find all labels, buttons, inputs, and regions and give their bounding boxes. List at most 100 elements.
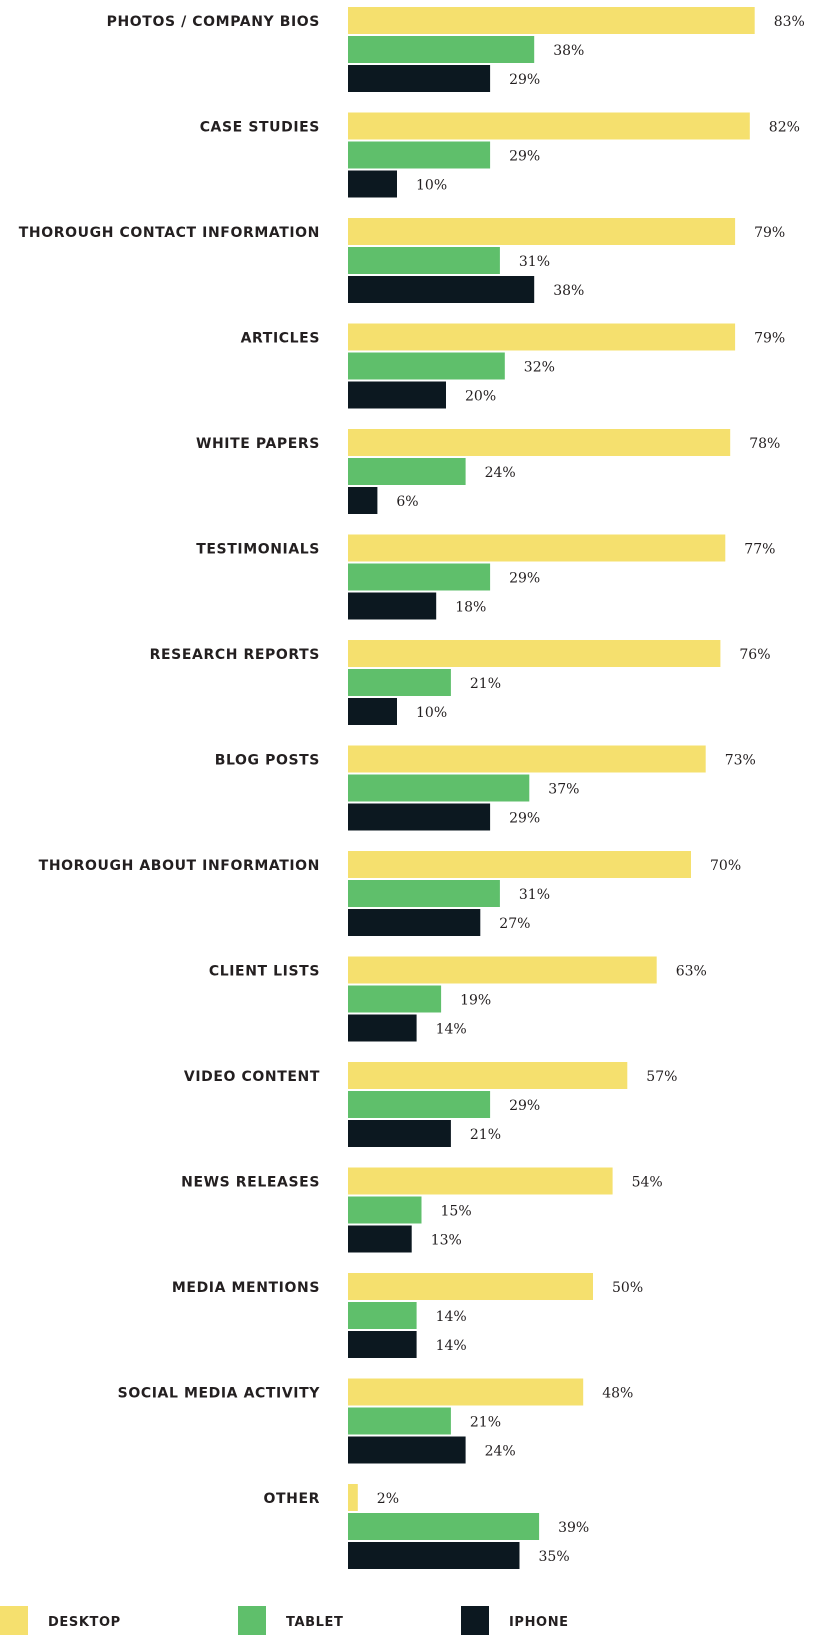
data-label-desktop: 73% — [725, 753, 756, 769]
bar-iphone — [348, 65, 491, 92]
category-label: MEDIA MENTIONS — [172, 1280, 320, 1296]
bar-iphone — [348, 381, 446, 409]
bar-tablet — [348, 985, 442, 1013]
bar-iphone — [348, 1120, 451, 1147]
data-label-iphone: 27% — [499, 916, 530, 932]
data-label-tablet: 29% — [509, 1098, 540, 1114]
data-label-iphone: 14% — [436, 1022, 467, 1038]
data-label-desktop: 82% — [769, 120, 800, 136]
data-label-tablet: 31% — [519, 254, 550, 270]
category-label: THOROUGH CONTACT INFORMATION — [19, 225, 320, 241]
bar-tablet — [348, 247, 500, 274]
category-label: TESTIMONIALS — [196, 542, 320, 558]
bar-group-white-papers: WHITE PAPERS 78% 24% 6% — [196, 429, 780, 514]
bar-group-articles: ARTICLES 79% 32% 20% — [241, 323, 785, 409]
data-label-desktop: 54% — [632, 1175, 663, 1191]
bar-desktop — [348, 1273, 593, 1300]
bar-iphone — [348, 1542, 520, 1569]
bar-iphone — [348, 1225, 412, 1253]
data-label-tablet: 38% — [553, 43, 584, 59]
bar-group-other: OTHER 2% 39% 35% — [263, 1484, 589, 1569]
bar-desktop — [348, 218, 736, 245]
bar-tablet — [348, 1091, 491, 1118]
category-label: NEWS RELEASES — [181, 1175, 320, 1191]
bar-iphone — [348, 1331, 417, 1358]
bar-iphone — [348, 803, 491, 831]
data-label-desktop: 50% — [612, 1280, 643, 1296]
bar-tablet — [348, 36, 535, 63]
data-label-desktop: 83% — [774, 14, 805, 30]
data-label-desktop: 79% — [754, 225, 785, 241]
data-label-desktop: 2% — [377, 1491, 399, 1507]
bar-group-thorough-contact-information: THOROUGH CONTACT INFORMATION 79% 31%38% — [19, 218, 785, 303]
data-label-desktop: 70% — [710, 858, 741, 874]
bar-desktop — [348, 640, 721, 667]
category-label: PHOTOS / COMPANY BIOS — [107, 14, 320, 30]
legend-swatch-iphone — [461, 1606, 489, 1635]
category-label: VIDEO CONTENT — [184, 1069, 320, 1085]
legend-label-iphone: IPHONE — [509, 1615, 569, 1630]
bar-tablet — [348, 669, 451, 696]
data-label-tablet: 31% — [519, 887, 550, 903]
bar-desktop — [348, 7, 755, 34]
data-label-desktop: 78% — [749, 436, 780, 452]
bar-group-case-studies: CASE STUDIES 82% 29% 10% — [200, 112, 800, 198]
data-label-iphone: 10% — [416, 178, 447, 194]
data-label-desktop: 63% — [676, 964, 707, 980]
data-label-iphone: 18% — [455, 600, 486, 616]
data-label-desktop: 57% — [646, 1069, 677, 1085]
bar-desktop — [348, 429, 731, 456]
legend-swatch-desktop — [0, 1606, 28, 1635]
data-label-tablet: 37% — [548, 782, 579, 798]
data-label-tablet: 14% — [436, 1309, 467, 1325]
bar-desktop — [348, 534, 726, 562]
data-label-iphone: 20% — [465, 389, 496, 405]
bar-group-thorough-about-information: THOROUGH ABOUT INFORMATION 70% 31% 27% — [39, 851, 741, 936]
data-label-desktop: 79% — [754, 331, 785, 347]
bar-desktop — [348, 1378, 584, 1406]
data-label-desktop: 76% — [739, 647, 770, 663]
bar-group-testimonials: TESTIMONIALS 77% 29% 18% — [196, 534, 775, 620]
data-label-tablet: 21% — [470, 676, 501, 692]
category-label: BLOG POSTS — [215, 753, 320, 769]
bar-group-media-mentions: MEDIA MENTIONS 50% 14% 14% — [172, 1273, 643, 1358]
bar-tablet — [348, 458, 466, 485]
category-label: RESEARCH REPORTS — [150, 647, 320, 663]
bar-iphone — [348, 592, 437, 620]
category-label: ARTICLES — [241, 331, 320, 347]
data-label-desktop: 48% — [602, 1386, 633, 1402]
bar-desktop — [348, 1484, 358, 1511]
bar-tablet — [348, 774, 530, 802]
bar-group-client-lists: CLIENT LISTS 63% 19% 14% — [209, 956, 707, 1042]
data-label-tablet: 15% — [441, 1204, 472, 1220]
bar-desktop — [348, 323, 736, 351]
data-label-tablet: 29% — [509, 571, 540, 587]
bar-group-social-media-activity: SOCIAL MEDIA ACTIVITY 48% 21% 24% — [118, 1378, 633, 1464]
legend-label-desktop: DESKTOP — [48, 1615, 121, 1630]
data-label-tablet: 39% — [558, 1520, 589, 1536]
data-label-tablet: 19% — [460, 993, 491, 1009]
bar-desktop — [348, 851, 691, 878]
bar-iphone — [348, 1436, 466, 1464]
bar-group-research-reports: RESEARCH REPORTS 76% 21% 10% — [150, 640, 771, 725]
bar-tablet — [348, 141, 491, 169]
data-label-iphone: 10% — [416, 705, 447, 721]
bar-tablet — [348, 1513, 540, 1540]
bar-iphone — [348, 487, 378, 514]
bar-group-video-content: VIDEO CONTENT 57% 29% 21% — [184, 1062, 677, 1147]
bar-desktop — [348, 1167, 613, 1195]
data-label-iphone: 29% — [509, 72, 540, 88]
bar-iphone — [348, 909, 481, 936]
data-label-iphone: 14% — [436, 1338, 467, 1354]
category-label: WHITE PAPERS — [196, 436, 320, 452]
bar-tablet — [348, 880, 500, 907]
data-label-iphone: 13% — [431, 1233, 462, 1249]
legend-label-tablet: TABLET — [286, 1615, 343, 1630]
bar-iphone — [348, 1014, 417, 1042]
data-label-desktop: 77% — [744, 542, 775, 558]
data-label-tablet: 32% — [524, 360, 555, 376]
data-label-tablet: 24% — [485, 465, 516, 481]
category-label: CASE STUDIES — [200, 120, 320, 136]
data-label-iphone: 35% — [539, 1549, 570, 1565]
bar-desktop — [348, 956, 657, 984]
